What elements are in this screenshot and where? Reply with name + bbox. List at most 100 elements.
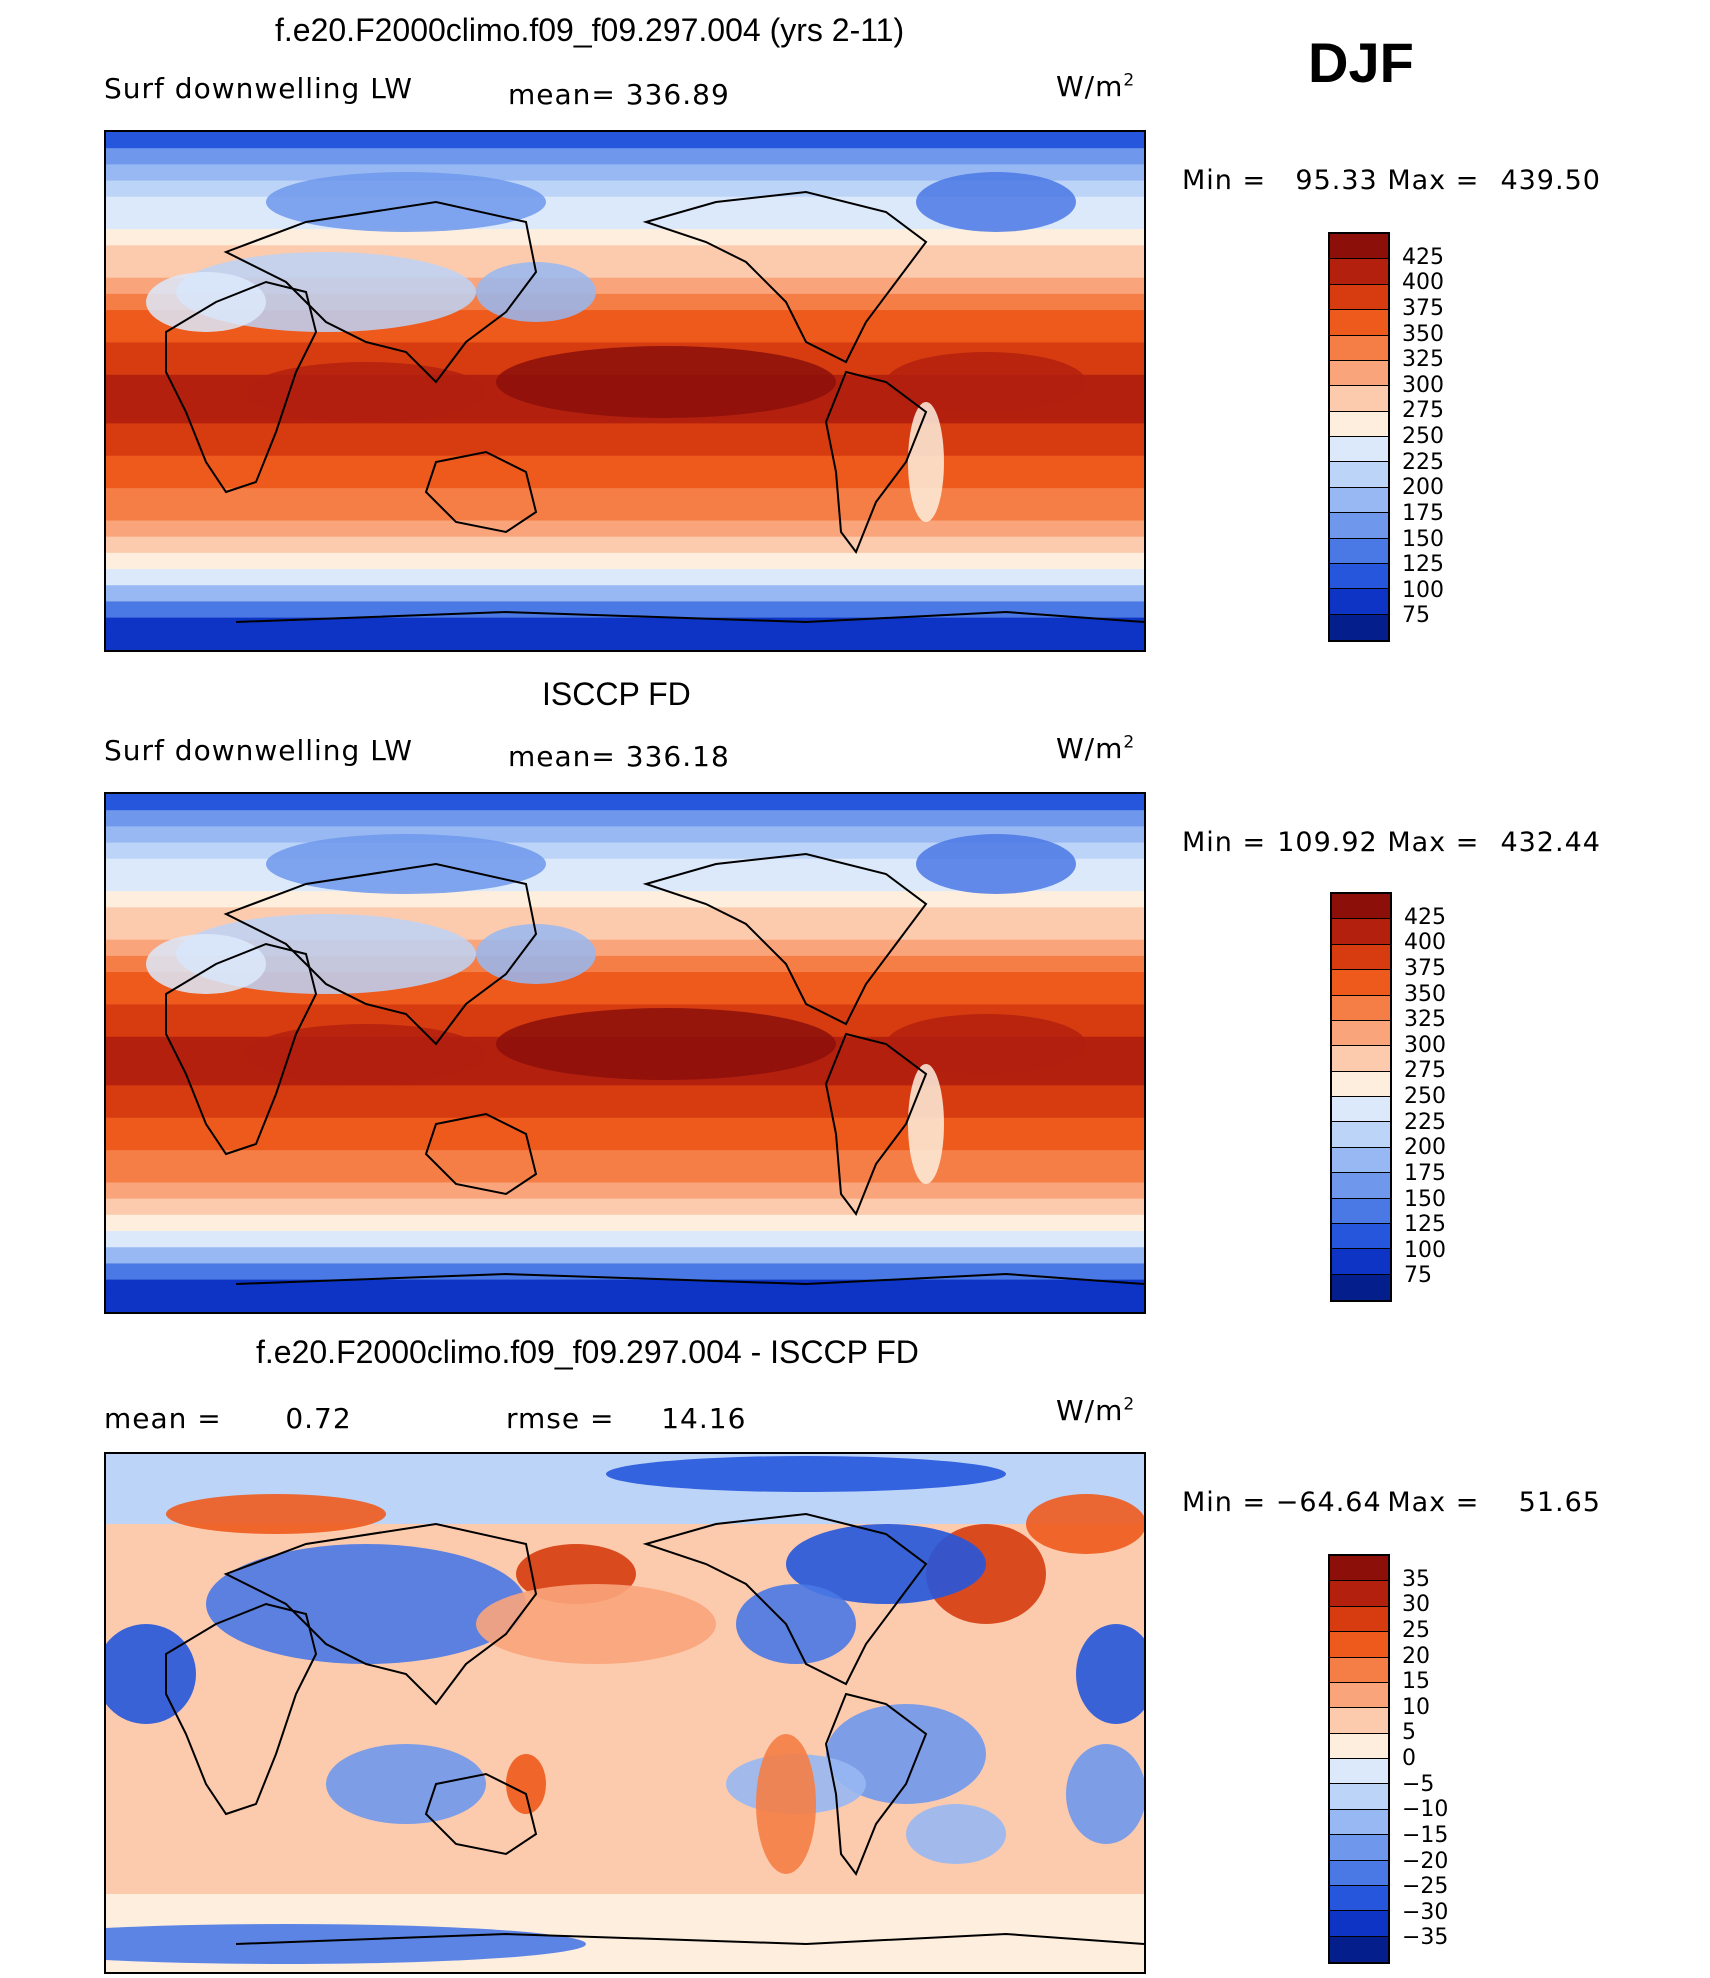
- panel-1-mean-label: mean=: [508, 78, 616, 111]
- colorbar-tick-label: −35: [1402, 1925, 1449, 1951]
- panel-3-units: W/m2: [1056, 1394, 1135, 1427]
- field-band: [106, 1085, 1144, 1103]
- colorbar-segment: [1332, 944, 1390, 971]
- colorbar-segment: [1330, 513, 1388, 539]
- field-band: [106, 1182, 1144, 1200]
- colorbar-tick-label: 175: [1402, 500, 1444, 526]
- panel-3-units-base: W/m: [1056, 1394, 1124, 1427]
- season-label: DJF: [1308, 31, 1414, 94]
- panel-2-max-value: 432.44: [1500, 827, 1601, 858]
- colorbar-tick-label: 10: [1402, 1694, 1430, 1720]
- panel-1-map: [104, 130, 1146, 652]
- panel-1-colorbar: [1328, 232, 1390, 642]
- colorbar-segment: [1332, 894, 1390, 920]
- field-anomaly: [206, 1544, 526, 1664]
- panel-3-mean-label: mean =: [104, 1402, 222, 1435]
- field-band: [106, 1150, 1144, 1168]
- panel-1-max-value: 439.50: [1500, 165, 1601, 196]
- colorbar-segment: [1332, 1071, 1390, 1097]
- colorbar-segment: [1332, 995, 1390, 1021]
- panel-3-mean-group: mean = 0.72: [104, 1402, 352, 1435]
- panel-3-min-value: −64.64: [1275, 1487, 1382, 1518]
- panel-2-units-exp: 2: [1123, 732, 1136, 753]
- field-band: [106, 794, 1144, 812]
- coastline: [235, 1272, 1144, 1286]
- colorbar-segment: [1330, 360, 1388, 387]
- colorbar-tick-label: 350: [1404, 981, 1446, 1007]
- coastline: [165, 1602, 318, 1816]
- colorbar-segment: [1332, 1173, 1390, 1199]
- colorbar-tick-label: 0: [1402, 1746, 1416, 1771]
- field-anomaly: [246, 362, 486, 422]
- field-anomaly: [1066, 1744, 1144, 1844]
- colorbar-tick-label: 100: [1404, 1237, 1446, 1263]
- panel-3-map: [104, 1452, 1146, 1974]
- colorbar-tick-label: 175: [1404, 1160, 1446, 1186]
- field-band: [106, 455, 1144, 473]
- colorbar-tick-label: 35: [1402, 1566, 1430, 1592]
- panel-2-mean-value: 336.18: [625, 740, 730, 773]
- field-band: [106, 1166, 1144, 1184]
- field-anomaly: [326, 1744, 486, 1824]
- colorbar-segment: [1330, 1784, 1388, 1810]
- panel-1-units: W/m2: [1056, 70, 1135, 103]
- field-band: [106, 1214, 1144, 1233]
- colorbar-tick-label: 5: [1402, 1720, 1416, 1746]
- coastline: [642, 190, 928, 364]
- field-anomaly: [606, 1456, 1006, 1492]
- field-band: [106, 1133, 1144, 1152]
- colorbar-segment: [1332, 1122, 1390, 1148]
- colorbar-tick-label: 225: [1402, 449, 1444, 475]
- field-anomaly: [476, 924, 596, 984]
- panel-3-rmse-group: rmse = 14.16: [506, 1402, 746, 1435]
- colorbar-tick-label: 275: [1404, 1058, 1446, 1084]
- field-band: [106, 810, 1144, 828]
- colorbar-tick-label: 400: [1404, 930, 1446, 956]
- colorbar-tick-label: 15: [1402, 1669, 1430, 1695]
- colorbar-tick-label: 350: [1402, 321, 1444, 347]
- panel-2-mean-group: mean= 336.18: [508, 740, 730, 773]
- field-band: [106, 988, 1144, 1006]
- panel-3-colorbar-ticks: 35 30 25 20 15 10 5 0 −5 −10 −15 −20 −25 −30 −35: [1402, 1554, 1482, 1964]
- field-band: [106, 504, 1144, 522]
- panel-1-units-base: W/m: [1056, 70, 1124, 103]
- colorbar-segment: [1332, 1020, 1390, 1047]
- colorbar-tick-label: 400: [1402, 270, 1444, 296]
- colorbar-tick-label: 325: [1404, 1007, 1446, 1033]
- field-band: [106, 552, 1144, 571]
- panel-2-min-label: Min =: [1182, 827, 1267, 858]
- colorbar-segment: [1332, 1223, 1390, 1250]
- colorbar-tick-label: 125: [1404, 1212, 1446, 1238]
- colorbar-segment: [1330, 1936, 1388, 1962]
- panel-3-rmse-value: 14.16: [661, 1402, 747, 1435]
- colorbar-segment: [1330, 1759, 1388, 1785]
- panel-1-mean-value: 336.89: [625, 78, 730, 111]
- colorbar-segment: [1330, 284, 1388, 311]
- field-band: [106, 891, 1144, 909]
- field-anomaly: [476, 1584, 716, 1664]
- colorbar-tick-label: 200: [1404, 1135, 1446, 1161]
- panel-1-units-exp: 2: [1123, 70, 1136, 91]
- field-anomaly: [496, 1008, 836, 1080]
- colorbar-tick-label: 375: [1402, 295, 1444, 321]
- colorbar-tick-label: 225: [1404, 1109, 1446, 1135]
- panel-1-title: f.e20.F2000climo.f09_f09.297.004 (yrs 2-…: [275, 12, 905, 48]
- panel-3-mean-value: 0.72: [285, 1402, 352, 1435]
- field-band: [106, 520, 1144, 538]
- colorbar-tick-label: 75: [1404, 1263, 1432, 1289]
- colorbar-tick-label: 425: [1402, 244, 1444, 270]
- colorbar-segment: [1330, 1733, 1388, 1759]
- field-anomaly: [886, 352, 1086, 412]
- panel-3-map-svg: [106, 1454, 1144, 1972]
- colorbar-segment: [1330, 234, 1388, 260]
- colorbar-tick-label: 300: [1402, 372, 1444, 398]
- coastline: [642, 1512, 928, 1686]
- field-band: [106, 617, 1144, 635]
- field-anomaly: [1076, 1624, 1144, 1724]
- colorbar-tick-label: 75: [1402, 603, 1430, 629]
- field-anomaly: [496, 346, 836, 418]
- colorbar-tick-label: −15: [1402, 1822, 1449, 1848]
- colorbar-segment: [1330, 1581, 1388, 1607]
- colorbar-segment: [1332, 919, 1390, 945]
- coastline: [235, 1932, 1144, 1946]
